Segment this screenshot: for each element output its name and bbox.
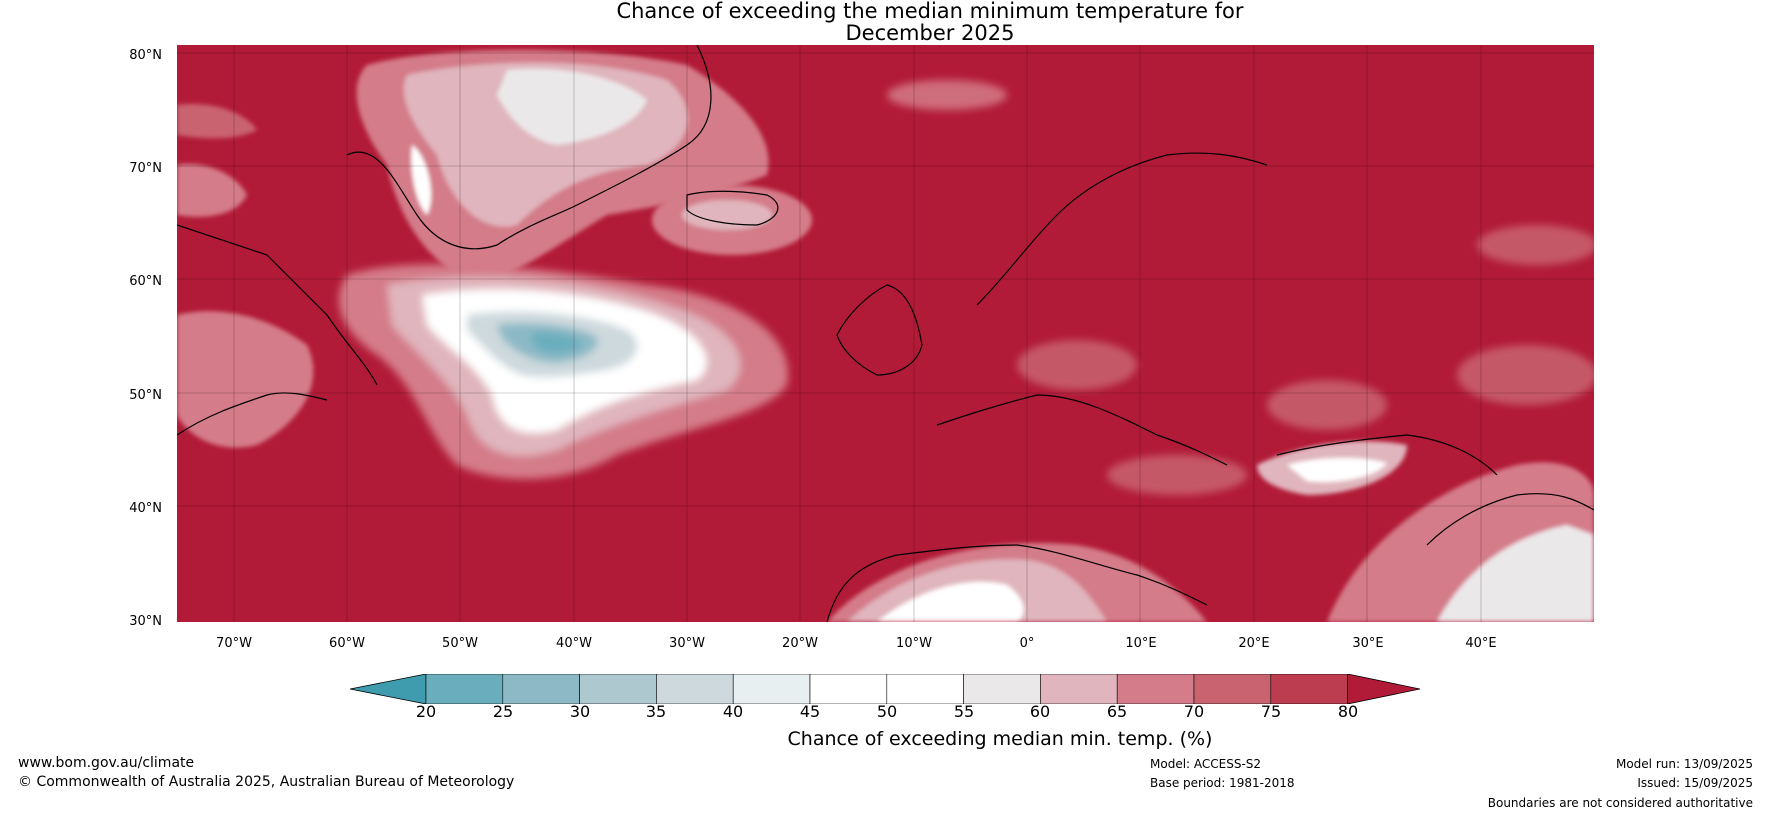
- latitude-label-30n: 30°N: [129, 614, 162, 629]
- latitude-label-60n: 60°N: [129, 274, 162, 289]
- footer-disclaimer: Boundaries are not considered authoritat…: [1487, 796, 1753, 810]
- colorbar-label-text: Chance of exceeding median min. temp. (%…: [787, 728, 1213, 750]
- longitude-label-20e: 20°E: [1238, 636, 1270, 651]
- latitude-label-50n: 50°N: [129, 388, 162, 403]
- colorbar-segment-25-30: [502, 674, 580, 704]
- map-area: [177, 45, 1594, 622]
- map-canvas: [177, 45, 1594, 622]
- colorbar-segment-35-40: [656, 674, 734, 704]
- footer-model-run: Model run: 13/09/2025: [1615, 757, 1753, 771]
- longitude-label-10w: 10°W: [896, 636, 932, 651]
- eastern-mediterranean-lower-probability-region: [1257, 441, 1594, 622]
- graticule: [177, 45, 1594, 622]
- longitude-label-30w: 30°W: [669, 636, 705, 651]
- latitude-label-70n: 70°N: [129, 161, 162, 176]
- map-title-line-2: December 2025: [845, 21, 1015, 45]
- europe-moderate-probability-patches: [887, 80, 1594, 495]
- colorbar-tick-20: 20: [415, 702, 437, 721]
- colorbar-segment-20-25: [425, 674, 504, 704]
- iceland-lower-probability-region: [652, 185, 812, 255]
- colorbar-tick-25: 25: [492, 702, 514, 721]
- colorbar-segment-55-60: [963, 674, 1041, 704]
- footer-url: www.bom.gov.au/climate: [18, 755, 195, 771]
- colorbar-tick-35: 35: [645, 702, 667, 721]
- colorbar-tick-70: 70: [1183, 702, 1205, 721]
- western-lower-probability-region: [177, 104, 314, 448]
- longitude-label-50w: 50°W: [442, 636, 478, 651]
- latitude-label-40n: 40°N: [129, 501, 162, 516]
- colorbar-tick-65: 65: [1106, 702, 1128, 721]
- colorbar-segment-30-35: [579, 674, 657, 704]
- map-title-line-1: Chance of exceeding the median minimum t…: [616, 0, 1244, 23]
- footer-copyright: © Commonwealth of Australia 2025, Austra…: [18, 774, 515, 790]
- longitude-label-40e: 40°E: [1465, 636, 1497, 651]
- footer-model: Model: ACCESS-S2: [1150, 757, 1262, 771]
- colorbar-segment-below-20: [350, 674, 427, 704]
- colorbar-segment-70-75: [1193, 674, 1272, 704]
- colorbar-tick-50: 50: [876, 702, 898, 721]
- colorbar-tick-55: 55: [953, 702, 975, 721]
- greenland-lower-probability-region: [356, 50, 769, 285]
- longitude-label-10e: 10°E: [1125, 636, 1157, 651]
- footer-issued: Issued: 15/09/2025: [1637, 776, 1753, 790]
- longitude-label-20w: 20°W: [782, 636, 818, 651]
- colorbar-tick-45: 45: [799, 702, 821, 721]
- longitude-label-70w: 70°W: [216, 636, 252, 651]
- colorbar: [350, 674, 1420, 704]
- colorbar-segment-above-80: [1347, 674, 1420, 704]
- colorbar-segment-60-65: [1040, 674, 1118, 704]
- longitude-label-30e: 30°E: [1352, 636, 1384, 651]
- colorbar-tick-60: 60: [1029, 702, 1051, 721]
- footer-base-period: Base period: 1981-2018: [1150, 776, 1295, 790]
- colorbar-label: Chance of exceeding median min. temp. (%…: [0, 728, 1770, 750]
- colorbar-tick-75: 75: [1260, 702, 1282, 721]
- north-africa-lower-probability-region: [827, 543, 1207, 622]
- coastlines: [177, 45, 1594, 622]
- atlantic-lower-probability-region: [338, 264, 789, 479]
- colorbar-tick-80: 80: [1337, 702, 1359, 721]
- longitude-label-40w: 40°W: [556, 636, 592, 651]
- colorbar-segment-50-55: [886, 674, 964, 704]
- longitude-label-60w: 60°W: [329, 636, 365, 651]
- colorbar-tick-30: 30: [569, 702, 591, 721]
- colorbar-segment-45-50: [809, 674, 888, 704]
- latitude-label-80n: 80°N: [129, 48, 162, 63]
- colorbar-segment-40-45: [732, 674, 811, 704]
- longitude-label-0: 0°: [1019, 636, 1035, 651]
- colorbar-segment-65-70: [1116, 674, 1195, 704]
- colorbar-segment-75-80: [1270, 674, 1348, 704]
- colorbar-tick-40: 40: [722, 702, 744, 721]
